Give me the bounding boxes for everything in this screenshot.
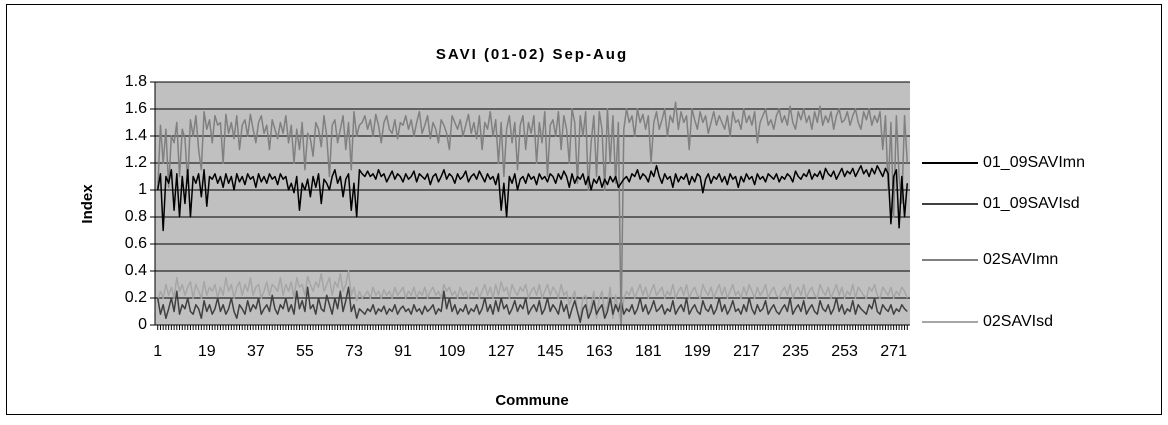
x-tick-label: 91 bbox=[394, 343, 412, 360]
y-tick-label: 1.2 bbox=[125, 154, 147, 171]
x-tick-label: 127 bbox=[488, 343, 515, 360]
series-line bbox=[156, 164, 909, 232]
x-tick-label: 73 bbox=[345, 343, 363, 360]
x-tick-label: 181 bbox=[635, 343, 662, 360]
legend: 01_09SAVImn 01_09SAVIsd 02SAVImn 02SAVIsd bbox=[922, 154, 1085, 330]
y-tick-label: 1.6 bbox=[125, 100, 147, 117]
x-tick-label: 109 bbox=[439, 343, 466, 360]
series-line bbox=[157, 270, 908, 324]
legend-label: 02SAVIsd bbox=[983, 313, 1053, 330]
x-tick-label: 199 bbox=[684, 343, 711, 360]
y-tick-label: 0 bbox=[138, 316, 147, 333]
x-tick-label: 37 bbox=[247, 343, 265, 360]
x-tick-label: 145 bbox=[537, 343, 564, 360]
x-tick-label: 55 bbox=[296, 343, 314, 360]
y-tick-label: 1 bbox=[138, 181, 147, 198]
x-tick-label: 235 bbox=[782, 343, 809, 360]
x-tick-label: 217 bbox=[733, 343, 760, 360]
y-axis-label: Index bbox=[79, 184, 96, 224]
legend-label: 01_09SAVIsd bbox=[983, 195, 1080, 212]
x-tick-label: 19 bbox=[198, 343, 216, 360]
series-line bbox=[156, 286, 908, 324]
series-lines bbox=[156, 101, 909, 326]
x-tick-label: 271 bbox=[880, 343, 907, 360]
x-tick-label: 1 bbox=[153, 343, 162, 360]
y-tick-label: 1.4 bbox=[125, 127, 147, 144]
legend-label: 01_09SAVImn bbox=[983, 154, 1085, 171]
chart-title: SAVI (01-02) Sep-Aug bbox=[436, 46, 628, 63]
x-tick-label: 163 bbox=[586, 343, 613, 360]
y-tick-label: 0.8 bbox=[125, 208, 147, 225]
x-tick-label: 253 bbox=[831, 343, 858, 360]
x-axis-label: Commune bbox=[495, 392, 568, 409]
y-tick-label: 0.2 bbox=[125, 289, 147, 306]
legend-label: 02SAVImn bbox=[983, 251, 1058, 268]
y-tick-label: 0.4 bbox=[125, 262, 147, 279]
series-line bbox=[156, 101, 909, 326]
y-tick-label: 0.6 bbox=[125, 235, 147, 252]
y-tick-label: 1.8 bbox=[125, 73, 147, 90]
axes: 0 0.2 0.4 0.6 0.8 1 1.2 1.4 1.6 1.8 1 19 37 55 73 91 109… bbox=[125, 73, 910, 360]
grid bbox=[155, 81, 910, 326]
